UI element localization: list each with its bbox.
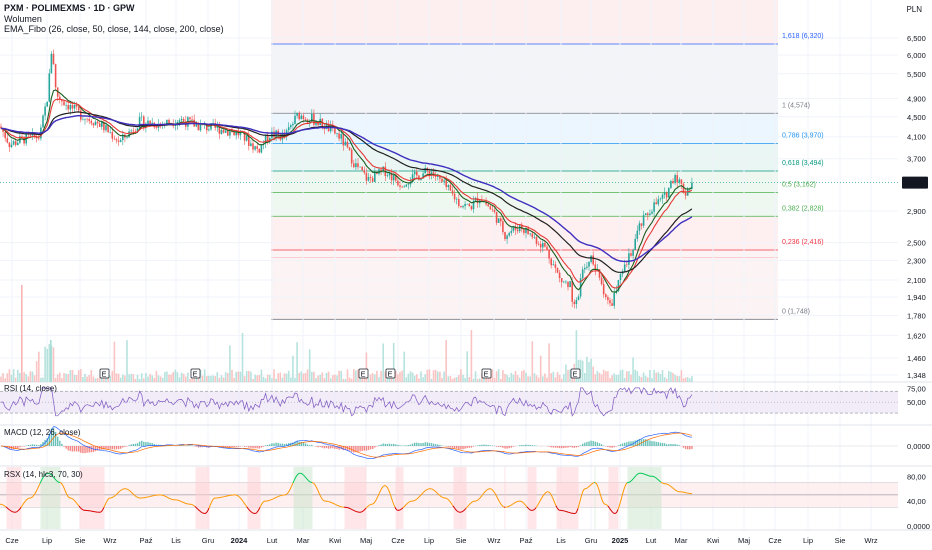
currency-label[interactable]: PLN [906,5,922,14]
earnings-marker: E [102,370,107,379]
time-tick: Lut [267,536,278,545]
time-tick: Gru [585,536,598,545]
ema-legend[interactable]: EMA_Fibo (26, close, 50, close, 144, clo… [4,24,224,34]
price-tick: 1,620 [907,332,926,341]
price-tick: 2,900 [907,207,926,216]
rsx-tick: 80,00 [907,472,926,481]
earnings-marker: E [388,370,393,379]
time-tick: Mar [675,536,688,545]
price-axis[interactable]: 6,500 6,000 5,500 4,900 4,500 4,100 3,700 2,900… [902,34,928,380]
macd-tick: 0,0000 [907,442,930,451]
price-tick: 4,500 [907,113,926,122]
time-tick: Maj [738,536,750,545]
volume-legend[interactable]: Wolumen [4,14,42,24]
time-tick: Wrz [103,536,116,545]
symbol-title[interactable]: PXM · POLIMEXMS · 1D · GPW [4,3,135,13]
time-tick: Lis [171,536,181,545]
time-axis[interactable]: Cze Lip Sie Wrz Paź Lis Gru 2024 Lut Mar Kwi Maj Cze… [5,536,878,545]
earnings-marker: E [484,370,489,379]
rsx-panel: 80,00 40,00 0,0000 [0,467,930,531]
price-tick: 4,100 [907,133,926,142]
ema-lines [0,89,693,293]
time-tick: Lis [556,536,566,545]
time-tick: Cze [5,536,18,545]
time-tick: 2024 [231,536,249,545]
rsi-tick: 50,00 [907,398,926,407]
earnings-marker: E [573,370,578,379]
earnings-marker: E [361,370,366,379]
rsi-panel: 75,00 50,00 [0,384,926,417]
rsx-tick: 40,00 [907,497,926,506]
fib-label-7: 0 (1,748) [782,308,810,315]
time-tick: Lip [424,536,434,545]
time-tick: Cze [768,536,781,545]
fib-label-0: 1,618 (6,320) [782,33,824,40]
price-tick: 1,348 [907,371,926,380]
fib-label-3: 0,618 (3,494) [782,160,824,167]
fib-labels: 1,618 (6,320) 1 (4,574) 0,786 (3,970) 0,618… [782,33,824,315]
fib-label-1: 1 (4,574) [782,102,810,109]
time-tick: Sie [835,536,846,545]
rsi-tick: 75,00 [907,384,926,393]
time-tick: Gru [202,536,215,545]
price-tick: 3,700 [907,155,926,164]
price-tick: 1,940 [907,293,926,302]
time-tick: Cze [391,536,404,545]
rsx-tick: 0,0000 [907,522,930,531]
price-tick: 1,460 [907,354,926,363]
fib-retracement[interactable] [271,0,778,320]
rsi-legend[interactable]: RSI (14, close) [4,384,57,393]
fib-label-4: 0,5 (3,162) [782,181,816,188]
price-tick: 2,500 [907,239,926,248]
time-tick: Lut [646,536,657,545]
earnings-marker: E [193,370,198,379]
price-tick: 2,100 [907,276,926,285]
time-tick: Kwi [707,536,719,545]
time-tick: 2025 [612,536,629,545]
fib-label-6: 0,236 (2,416) [782,239,824,246]
time-tick: Sie [75,536,86,545]
time-tick: Sie [456,536,467,545]
price-tick: 1,780 [907,311,926,320]
price-tick: 2,300 [907,257,926,266]
time-tick: Kwi [329,536,341,545]
time-tick: Lip [42,536,52,545]
time-tick: Paź [140,536,153,545]
fib-label-5: 0,382 (2,828) [782,205,824,212]
macd-panel: 0,0000 [0,426,930,460]
price-tick: 6,500 [907,34,926,43]
time-tick: Lip [803,536,813,545]
price-tick: 4,900 [907,95,926,104]
fib-label-2: 0,786 (3,970) [782,133,824,140]
last-price-label: 3,310 [905,179,924,188]
time-tick: Maj [360,536,372,545]
macd-legend[interactable]: MACD (12, 26, close) [4,428,81,437]
time-tick: Wrz [487,536,500,545]
time-tick: Mar [297,536,310,545]
price-tick: 5,500 [907,70,926,79]
time-tick: Paź [520,536,533,545]
rsx-legend[interactable]: RSX (14, hlc3, 70, 30) [4,470,83,479]
time-tick: Wrz [864,536,877,545]
price-tick: 6,000 [907,51,926,60]
